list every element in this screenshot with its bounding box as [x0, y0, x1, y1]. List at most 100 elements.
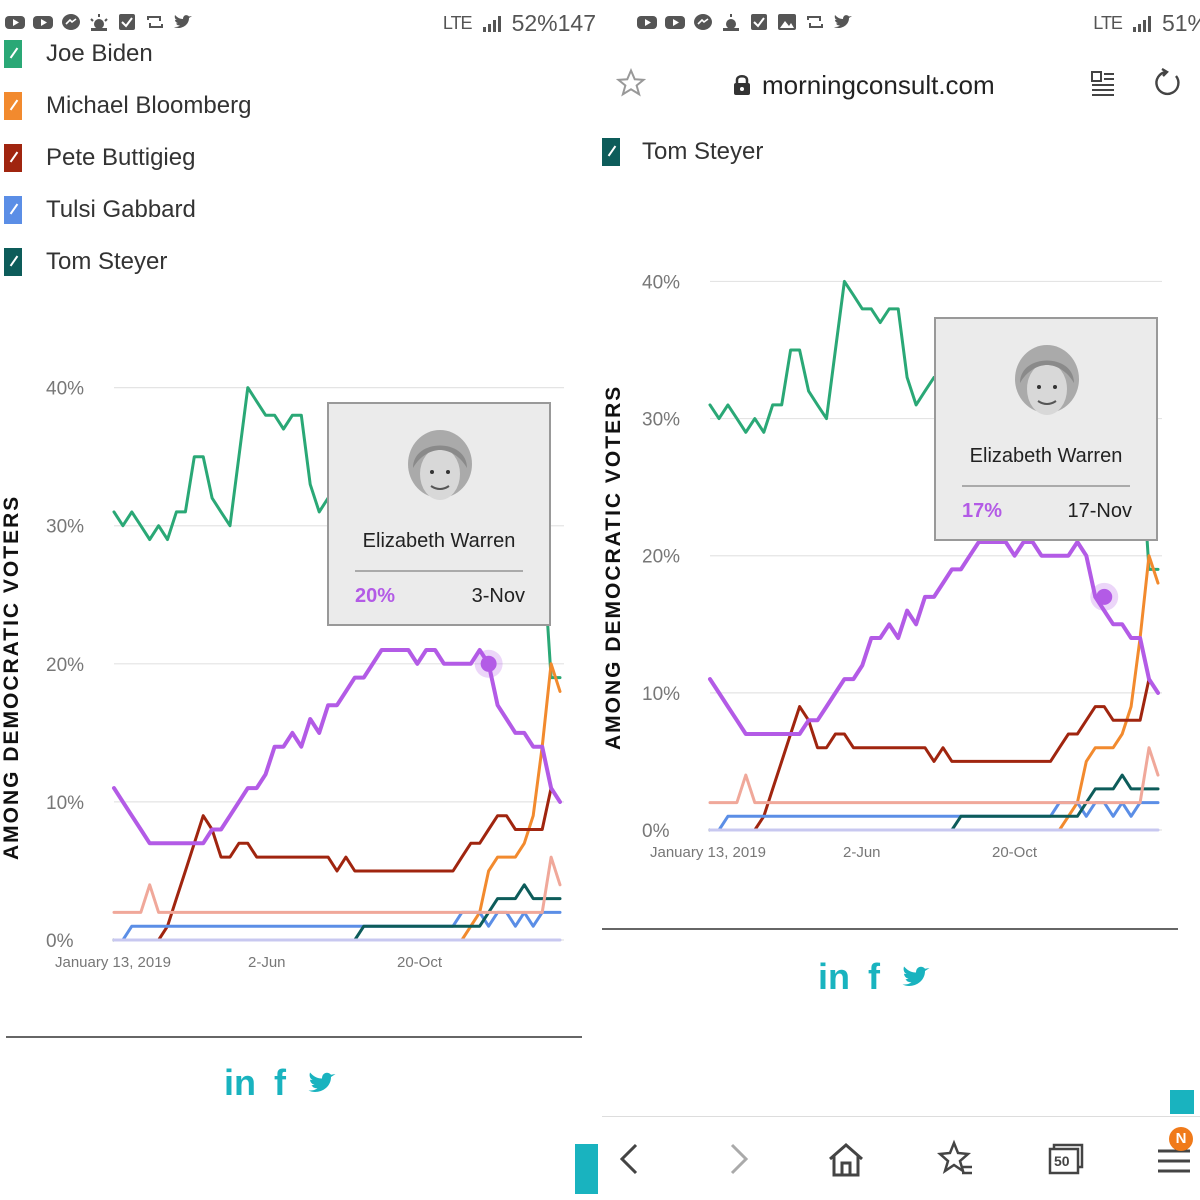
messenger-icon [694, 14, 712, 30]
network-label: LTE [442, 13, 473, 33]
facebook-share-button[interactable]: f [868, 956, 880, 997]
legend-item[interactable]: Pete Buttigieg [0, 138, 400, 178]
bookmarks-icon[interactable] [934, 1137, 978, 1181]
series-line-elizabeth-warren [708, 540, 1160, 736]
chart-tooltip: Elizabeth Warren 17% 17-Nov [934, 317, 1158, 541]
browser-url-bar: morningconsult.com [602, 50, 1200, 120]
y-tick-label: 30% [642, 410, 680, 431]
tabs-count: 50 [1054, 1153, 1070, 1169]
right-screenshot: LTE 51% morningconsult.com Tom Steyer AM… [602, 0, 1200, 1200]
candidate-avatar [408, 430, 472, 500]
legend-label: Joe Biden [46, 40, 153, 67]
x-tick-label: January 13, 2019 [650, 844, 766, 861]
y-tick-label: 10% [642, 684, 680, 705]
tooltip-candidate-name: Elizabeth Warren [362, 530, 516, 552]
browser-nav-bar: 50 N [602, 1116, 1200, 1200]
notification-icons [636, 12, 854, 32]
forward-icon[interactable] [716, 1137, 760, 1181]
signal-icon [482, 15, 501, 32]
scroll-indicator [575, 1144, 598, 1194]
checkbox-icon [751, 14, 767, 30]
tabs-button[interactable]: 50 [1042, 1137, 1086, 1181]
legend-label: Pete Buttigieg [46, 144, 196, 171]
divider-line [6, 1036, 582, 1038]
retweet-icon [147, 16, 163, 28]
linkedin-share-button[interactable]: in [224, 1062, 256, 1103]
panel-divider [598, 0, 602, 1200]
left-screenshot: LTE 52% 147 Joe Biden Michael Bloomberg … [0, 0, 598, 1200]
legend-item[interactable]: Tom Steyer [0, 242, 400, 282]
y-tick-label: 40% [46, 379, 84, 400]
legend-swatch [4, 248, 22, 276]
status-right: LTE 51% [1093, 10, 1200, 37]
twitter-share-button[interactable] [304, 1068, 340, 1098]
checkbox-icon [119, 14, 135, 30]
tooltip-date: 17-Nov [1067, 500, 1132, 522]
series-line-tom-steyer [112, 883, 562, 942]
chart-legend: Joe Biden Michael Bloomberg Pete Buttigi… [0, 34, 598, 294]
x-tick-label: January 13, 2019 [55, 954, 171, 971]
legend-swatch [4, 92, 22, 120]
youtube-icon [665, 16, 685, 29]
poll-line-chart: 0% 10% 20% 30% 40% January 13, 2019 2-Jun 20-Oc… [642, 272, 1162, 861]
notification-badge: N [1169, 1127, 1193, 1151]
series-line-pete-buttigieg [112, 786, 562, 942]
highlight-point [1096, 588, 1113, 605]
legend-swatch [4, 196, 22, 224]
weather-icon [90, 14, 108, 31]
y-tick-label: 0% [642, 821, 670, 842]
reload-icon[interactable] [1152, 68, 1182, 98]
facebook-share-button[interactable]: f [274, 1062, 286, 1103]
share-bar: in f [818, 956, 934, 998]
legend-label: Tom Steyer [46, 248, 168, 275]
messenger-icon [62, 14, 80, 30]
series-line-tom-steyer [708, 773, 1160, 832]
image-icon [778, 14, 796, 30]
youtube-icon [637, 16, 657, 29]
series-line-tulsi-gabbard [112, 910, 562, 942]
chart-legend: Tom Steyer [602, 132, 1200, 180]
reader-mode-icon[interactable] [1090, 70, 1116, 96]
series-line-pink [112, 855, 562, 914]
series-line-pink [708, 746, 1160, 805]
url-text[interactable]: morningconsult.com [762, 70, 995, 100]
retweet-icon [807, 16, 823, 28]
twitter-share-button[interactable] [898, 962, 934, 992]
y-tick-label: 20% [642, 547, 680, 568]
weather-icon [723, 14, 739, 31]
menu-icon[interactable] [1152, 1137, 1196, 1181]
y-tick-label: 30% [46, 517, 84, 538]
time-label: 147 [557, 10, 596, 36]
chart-tooltip: Elizabeth Warren 20% 3-Nov [327, 402, 551, 626]
network-label: LTE [1093, 13, 1123, 33]
signal-icon [1132, 15, 1151, 32]
legend-item[interactable]: Joe Biden [0, 34, 400, 74]
legend-item[interactable]: Tulsi Gabbard [0, 190, 400, 230]
series-line-pete-buttigieg [708, 677, 1160, 832]
series-line-elizabeth-warren [112, 648, 562, 846]
legend-swatch [602, 138, 620, 166]
status-right: LTE 52% 147 [443, 10, 596, 37]
tooltip-date: 3-Nov [471, 585, 525, 607]
bookmark-star-icon[interactable] [616, 68, 646, 98]
linkedin-share-button[interactable]: in [818, 956, 850, 997]
back-icon[interactable] [608, 1137, 652, 1181]
legend-item[interactable]: Tom Steyer [602, 132, 1002, 172]
x-tick-label: 20-Oct [397, 954, 443, 971]
candidate-avatar [1015, 345, 1079, 415]
x-tick-label: 20-Oct [992, 844, 1038, 861]
twitter-icon [834, 15, 852, 28]
tabs-icon [1048, 1143, 1084, 1175]
scroll-indicator [1170, 1090, 1194, 1114]
legend-swatch [4, 144, 22, 172]
legend-item[interactable]: Michael Bloomberg [0, 86, 400, 126]
tooltip-divider [355, 570, 523, 572]
tooltip-value: 17% [962, 500, 1003, 522]
home-icon[interactable] [824, 1137, 868, 1181]
divider-line [602, 928, 1178, 930]
highlight-point [480, 655, 497, 672]
y-tick-label: 10% [46, 793, 84, 814]
series-line-tulsi-gabbard [708, 801, 1160, 832]
legend-label: Tulsi Gabbard [46, 196, 196, 223]
tooltip-candidate-name: Elizabeth Warren [969, 445, 1123, 467]
